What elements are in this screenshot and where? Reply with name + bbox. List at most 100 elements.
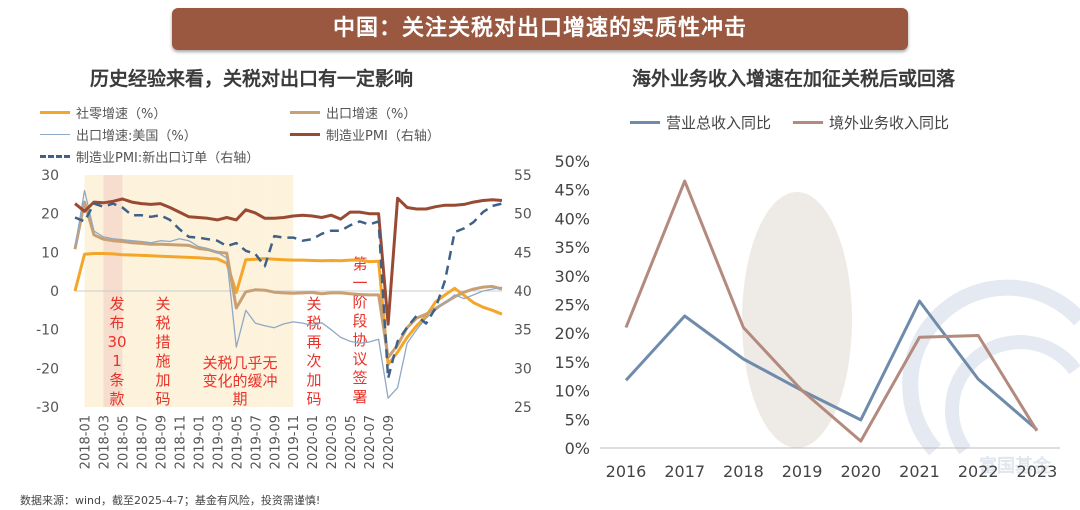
annotation-tariff-again: 码: [306, 390, 321, 408]
annotation-301: 款: [109, 390, 124, 408]
annotation-phase-one: 阶: [352, 293, 367, 311]
x-tick-label: 2017: [664, 462, 705, 481]
legend-item-retail: 社零增速（%）: [40, 103, 166, 122]
series-line: [624, 299, 1038, 431]
y-tick-label: 40%: [554, 209, 590, 228]
y-left-tick-label: 0: [50, 284, 59, 300]
y-tick-label: 15%: [554, 353, 590, 372]
x-tick-label: 2018-11: [173, 415, 188, 469]
series-line: [74, 202, 503, 380]
series-line: [73, 252, 503, 366]
y-right-tick-label: 40: [514, 284, 532, 300]
x-tick-label: 2018: [723, 462, 764, 481]
x-tick-label: 2023: [1017, 462, 1058, 481]
annotation-tariff-again: 次: [306, 352, 321, 370]
y-tick-label: 50%: [554, 152, 590, 171]
annotation-301: 30: [107, 333, 126, 351]
x-tick-label: 2020-01: [306, 415, 321, 469]
annotation-301: 1: [112, 352, 122, 370]
y-tick-label: 25%: [554, 296, 590, 315]
x-tick-label: 2018-07: [135, 415, 150, 469]
y-tick-label: 20%: [554, 324, 590, 343]
annotation-buffer: 关税几乎无: [202, 354, 277, 372]
page-title: 中国：关注关税对出口增速的实质性冲击: [332, 16, 747, 41]
legend-label-total-revenue: 营业总收入同比: [666, 114, 772, 132]
series-line: [73, 200, 503, 359]
right-chart-legend: 营业总收入同比 境外业务收入同比: [630, 112, 949, 133]
annotation-tariff-escalation: 措: [155, 333, 170, 351]
annotation-tariff-escalation: 加: [155, 371, 170, 389]
y-right-tick-label: 45: [514, 245, 532, 261]
y-tick-label: 30%: [554, 267, 590, 286]
legend-item-pmi: 制造业PMI（右轴）: [290, 125, 440, 144]
legend-label-overseas-revenue: 境外业务收入同比: [829, 114, 950, 132]
watermark-arc: [945, 335, 1080, 455]
x-tick-label: 2020: [840, 462, 881, 481]
annotation-tariff-escalation: 关: [155, 295, 170, 313]
annotation-tariff-again: 税: [306, 314, 321, 332]
annotation-tariff-escalation: 施: [155, 352, 170, 370]
annotation-buffer: 变化的缓冲: [202, 372, 277, 390]
y-tick-label: 5%: [565, 410, 590, 429]
y-left-tick-label: 20: [41, 207, 59, 223]
x-tick-label: 2019-09: [268, 415, 283, 469]
x-tick-label: 2018-01: [78, 415, 93, 469]
y-tick-label: 0%: [565, 439, 590, 458]
watermark-ellipse: [742, 192, 852, 448]
y-left-tick-label: -30: [36, 400, 59, 416]
watermark-logo: [902, 279, 1080, 456]
right-chart-subtitle: 海外业务收入增速在加征关税后或回落: [632, 68, 956, 90]
y-tick-label: 10%: [554, 382, 590, 401]
left-chart-subtitle: 历史经验来看，关税对出口有一定影响: [90, 68, 414, 90]
series-line: [624, 179, 1039, 443]
x-tick-label: 2016: [606, 462, 647, 481]
x-tick-label: 2018-09: [154, 415, 169, 469]
y-right-tick-label: 55: [514, 168, 532, 184]
y-right-tick-label: 25: [514, 400, 532, 416]
annotation-301: 发: [109, 295, 124, 313]
y-tick-label: 35%: [554, 238, 590, 257]
annotation-301: 布: [109, 314, 124, 332]
annotation-phase-one: 议: [352, 350, 367, 368]
x-tick-label: 2019-11: [287, 415, 302, 469]
legend-item-export: 出口增速（%）: [290, 103, 416, 122]
watermark-arc: [902, 279, 1080, 456]
y-left-tick-label: -10: [36, 323, 59, 339]
y-right-tick-label: 30: [514, 361, 532, 377]
annotation-tariff-again: 再: [306, 333, 321, 351]
legend-item-export-us: 出口增速:美国（%）: [40, 125, 197, 144]
x-tick-label: 2018-03: [97, 415, 112, 469]
x-tick-label: 2019-03: [211, 415, 226, 469]
annotation-tariff-escalation: 码: [155, 390, 170, 408]
series-line: [74, 196, 503, 326]
y-left-tick-label: 10: [41, 245, 59, 261]
x-tick-label: 2019: [782, 462, 823, 481]
watermark-text: 富国基金: [979, 455, 1052, 477]
x-tick-label: 2020-05: [344, 415, 359, 469]
x-tick-label: 2021: [899, 462, 940, 481]
annotation-phase-one: 段: [352, 312, 367, 330]
legend-item-pmi-export-orders: 制造业PMI:新出口订单（右轴）: [40, 147, 259, 166]
x-tick-label: 2019-01: [192, 415, 207, 469]
source-footnote: 数据来源：wind，截至2025-4-7；基金有风险，投资需谨慎!: [20, 494, 321, 507]
y-tick-label: 45%: [554, 181, 590, 200]
legend-item-total-revenue: 营业总收入同比: [630, 112, 771, 133]
y-right-tick-label: 35: [514, 323, 532, 339]
annotation-tariff-again: 加: [306, 371, 321, 389]
y-left-tick-label: -20: [36, 361, 59, 377]
x-tick-label: 2018-05: [116, 415, 131, 469]
legend-item-overseas-revenue: 境外业务收入同比: [793, 112, 949, 133]
annotation-phase-one: 协: [352, 331, 367, 349]
x-tick-label: 2019-07: [249, 415, 264, 469]
y-left-tick-label: 30: [41, 168, 59, 184]
annotation-phase-one: 签: [352, 369, 367, 387]
left-chart-legend: 社零增速（%） 出口增速（%） 出口增速:美国（%） 制造业PMI（右轴） 制造…: [40, 103, 540, 169]
x-tick-label: 2020-07: [363, 415, 378, 469]
annotation-301: 条: [109, 371, 124, 389]
y-right-tick-label: 50: [514, 207, 532, 223]
x-tick-label: 2020-09: [382, 415, 397, 469]
annotation-tariff-again: 关: [306, 295, 321, 313]
page-title-banner: 中国：关注关税对出口增速的实质性冲击: [172, 8, 908, 50]
